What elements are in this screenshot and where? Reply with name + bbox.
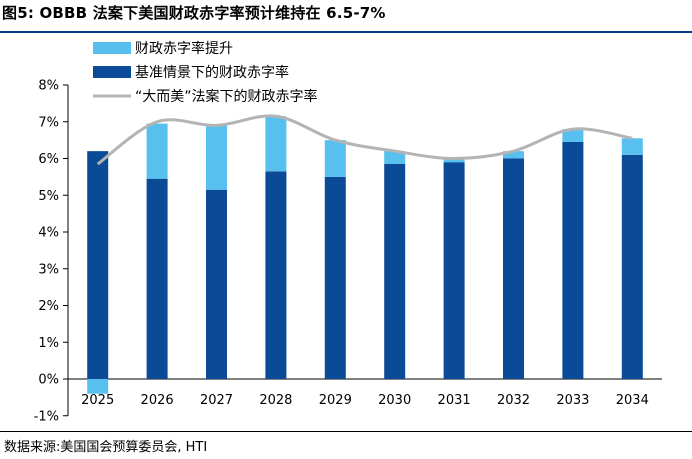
source-note: 数据来源:美国国会预算委员会, HTI <box>4 440 208 455</box>
title-rule <box>0 31 692 33</box>
x-tick-label: 2031 <box>438 393 471 408</box>
bar-increase-2033 <box>562 129 584 142</box>
y-tick-label: 4% <box>38 226 59 241</box>
bar-increase-2029 <box>324 140 346 177</box>
legend-label-baseline: 基准情景下的财政赤字率 <box>135 64 289 81</box>
y-tick-label: 7% <box>38 115 59 130</box>
legend-swatch-increase <box>93 42 131 54</box>
chart-title: 图5: OBBB 法案下美国财政赤字率预计维持在 6.5-7% <box>2 4 386 22</box>
y-tick-label: 5% <box>38 189 59 204</box>
y-tick-label: 6% <box>38 152 59 167</box>
x-tick-label: 2034 <box>616 393 649 408</box>
y-tick-label: 3% <box>38 262 59 277</box>
legend: 财政赤字率提升 基准情景下的财政赤字率 “大而美”法案下的财政赤字率 <box>93 40 318 105</box>
y-tick-label: -1% <box>34 409 59 424</box>
x-tick-label: 2026 <box>141 393 174 408</box>
bar-baseline-2032 <box>503 158 524 379</box>
x-tick-label: 2025 <box>81 393 114 408</box>
bar-baseline-2031 <box>443 162 465 379</box>
bar-baseline-2025 <box>87 151 109 379</box>
bar-baseline-2028 <box>265 171 287 379</box>
bar-increase-2027 <box>206 125 227 190</box>
bar-increase-2031 <box>443 158 465 163</box>
bar-baseline-2027 <box>206 189 227 379</box>
bar-increase-2034 <box>621 138 643 155</box>
x-tick-label: 2028 <box>259 393 292 408</box>
legend-swatch-baseline <box>93 66 131 78</box>
bar-baseline-2026 <box>146 178 168 379</box>
bars-group: 2025 2026 2027 2028 2029 2030 2031 2032 2033 2034 <box>81 116 649 408</box>
y-tick-label: 8% <box>38 79 59 94</box>
bar-increase-2026 <box>146 123 168 179</box>
source-rule <box>0 431 692 432</box>
bar-baseline-2030 <box>384 164 406 379</box>
bar-baseline-2029 <box>324 176 346 379</box>
x-tick-label: 2032 <box>497 393 530 408</box>
legend-label-line: “大而美”法案下的财政赤字率 <box>135 88 318 105</box>
bar-baseline-2034 <box>621 154 643 379</box>
y-tick-label: 1% <box>38 336 59 351</box>
bar-increase-2028 <box>265 116 287 172</box>
x-tick-label: 2027 <box>200 393 233 408</box>
line-layer <box>96 114 633 166</box>
x-tick-label: 2030 <box>378 393 411 408</box>
bar-increase-2030 <box>384 151 406 165</box>
bar-increase-2032 <box>503 151 524 159</box>
deficit-chart: -1%0%1%2%3%4%5%6%7%8% 2025 2026 2027 2028 20… <box>34 40 662 424</box>
legend-label-increase: 财政赤字率提升 <box>135 40 233 57</box>
y-tick-label: 0% <box>38 373 59 388</box>
x-tick-label: 2029 <box>319 393 352 408</box>
bar-baseline-2033 <box>562 141 584 379</box>
bar-increase-2025-negative <box>87 379 109 394</box>
x-tick-label: 2033 <box>556 393 589 408</box>
series-line-big-beautiful-bill <box>96 114 633 166</box>
y-tick-label: 2% <box>38 299 59 314</box>
